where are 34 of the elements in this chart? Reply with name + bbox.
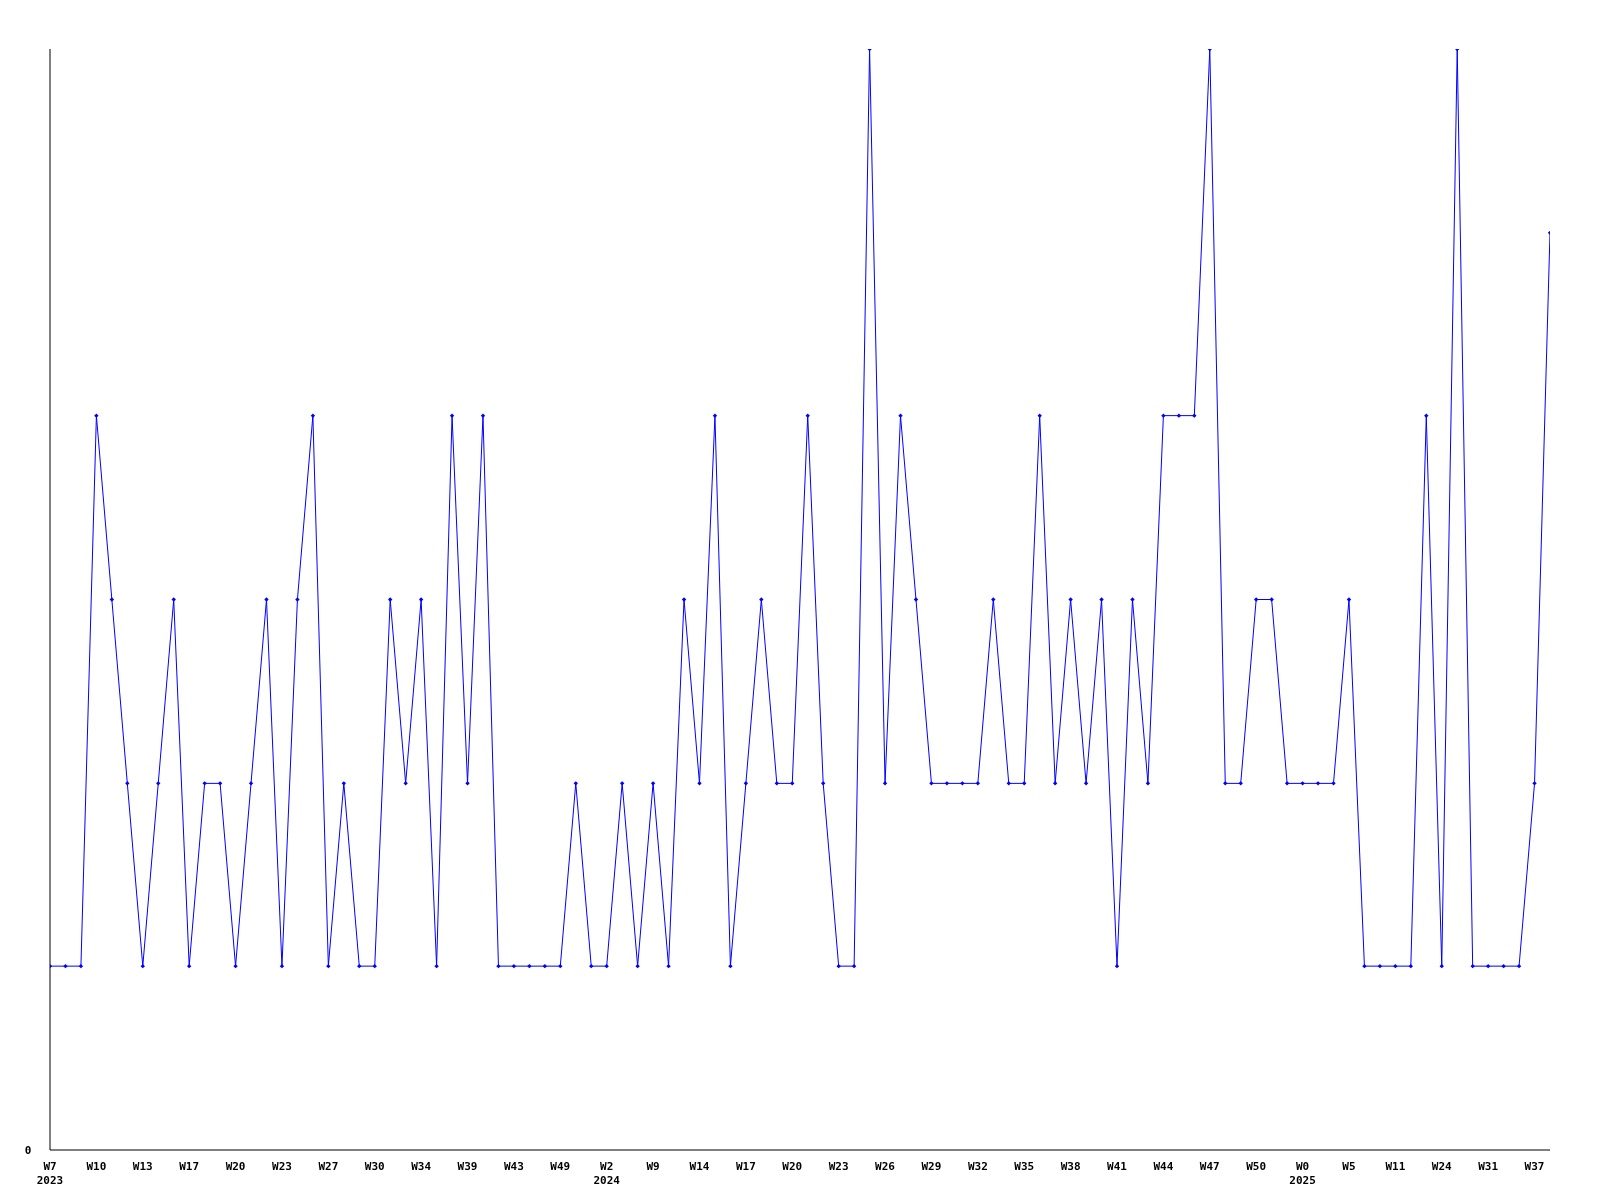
x-tick-label: W50 [1246,1160,1267,1173]
x-tick-label: W31 [1478,1160,1499,1173]
x-tick-label: W13 [132,1160,153,1173]
x-tick-label: W43 [503,1160,524,1173]
x-tick-label: W10 [86,1160,107,1173]
x-tick-label: W26 [875,1160,896,1173]
x-tick-label: W11 [1385,1160,1406,1173]
x-tick-label: W27 [318,1160,339,1173]
x-tick-label: W47 [1199,1160,1220,1173]
x-tick-label: W7 2023 [36,1160,64,1187]
x-tick-label: W32 [967,1160,988,1173]
x-tick-label: W29 [921,1160,942,1173]
x-tick-label: W30 [364,1160,385,1173]
x-tick-label: W38 [1060,1160,1081,1173]
x-tick-label: W41 [1107,1160,1128,1173]
x-tick-label: W9 [646,1160,660,1173]
x-tick-label: W14 [689,1160,710,1173]
text: 0 [24,1144,32,1157]
x-tick-label: W17 [179,1160,200,1173]
x-tick-label: W44 [1153,1160,1174,1173]
x-tick-label: W37 [1524,1160,1545,1173]
x-tick-label: W20 [225,1160,246,1173]
x-tick-label: W17 [735,1160,756,1173]
x-tick-label: W5 [1342,1160,1356,1173]
x-tick-label: W20 [782,1160,803,1173]
x-tick-label: W49 [550,1160,571,1173]
x-tick-label: W23 [272,1160,292,1173]
x-tick-label: W39 [457,1160,478,1173]
x-tick-label: W23 [828,1160,849,1173]
x-tick-label: W0 2025 [1289,1160,1316,1187]
x-tick-label: W24 [1431,1160,1453,1173]
x-tick-label: W34 [411,1160,432,1173]
x-tick-label: W2 2024 [593,1160,621,1187]
x-tick-label: W35 [1014,1160,1035,1173]
